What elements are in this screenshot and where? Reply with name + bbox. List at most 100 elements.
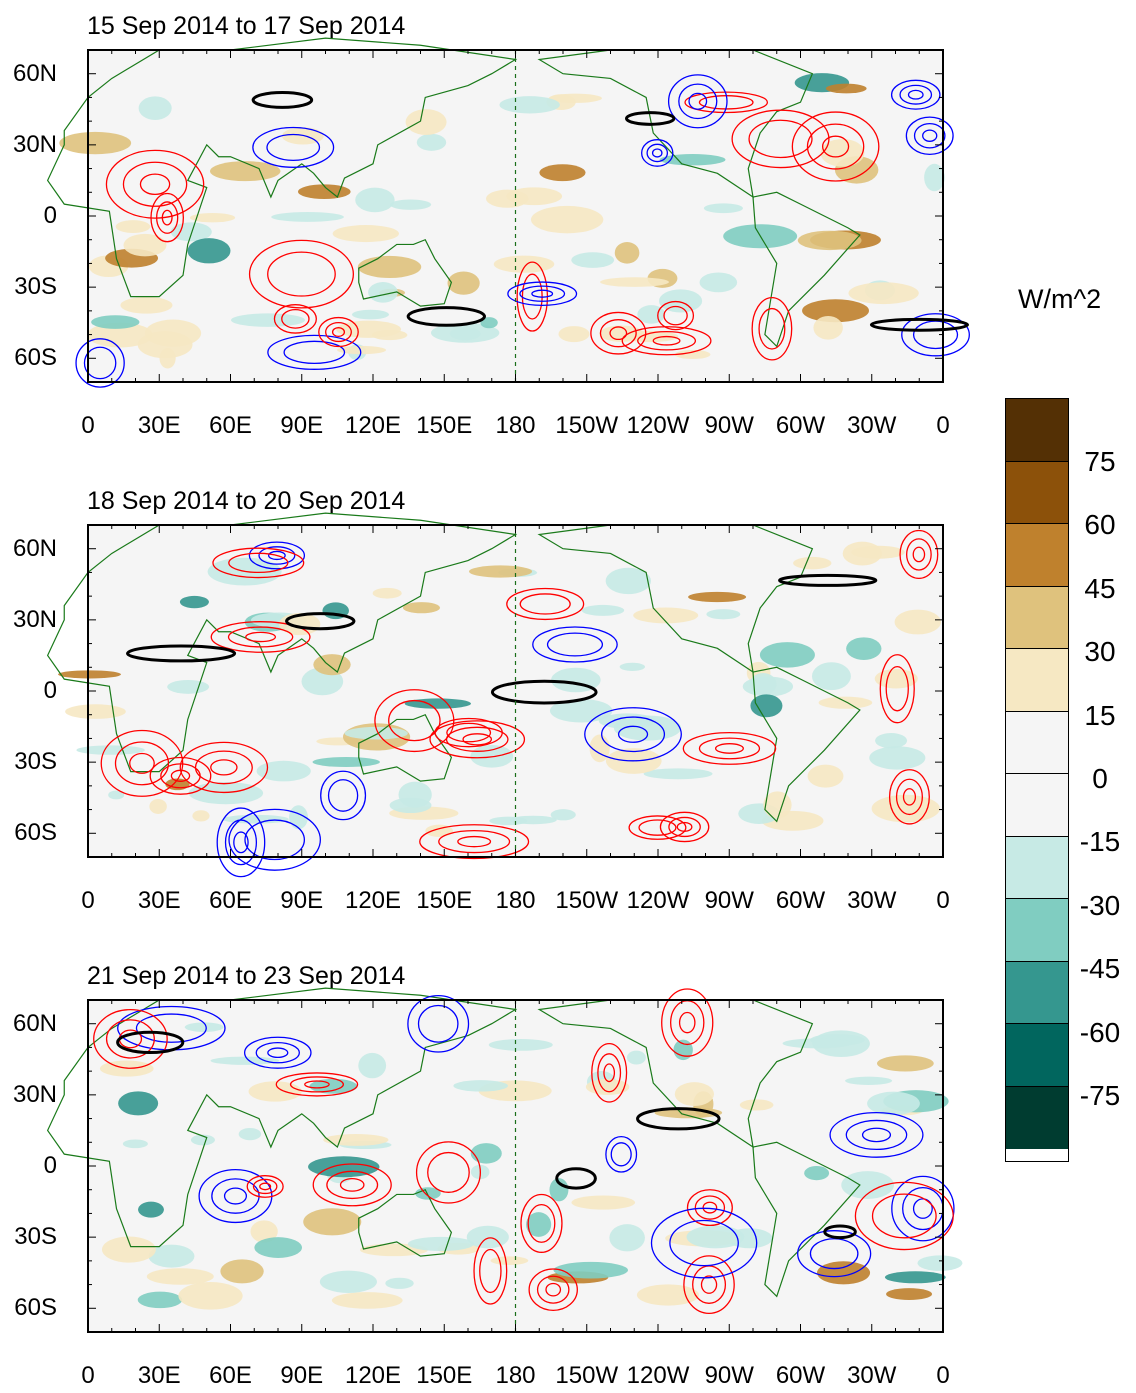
positive-contour [227,626,294,648]
significance-contour [116,1030,185,1055]
positive-anomaly-shade [674,349,711,360]
longitude-label: 90E [280,1362,324,1389]
negative-contour [417,1004,459,1043]
positive-anomaly-shade [871,794,940,823]
positive-contour [714,743,744,754]
colorbar-swatch [1006,961,1068,1024]
positive-anomaly-shade [688,591,747,603]
negative-anomaly-shade [453,1080,508,1092]
colorbar-label: 75 [1084,446,1116,477]
negative-anomaly-shade [91,315,140,329]
positive-anomaly-shade [816,1261,871,1285]
colorbar [1005,398,1069,1162]
positive-contour [895,778,923,816]
positive-anomaly-shade [115,220,151,234]
panel-title: 18 Sep 2014 to 20 Sep 2014 [87,487,406,515]
positive-contour [751,297,793,361]
positive-anomaly-shade [332,225,399,243]
negative-anomaly-shade [416,133,447,151]
negative-contour [320,770,367,821]
colorbar-swatch [1006,836,1068,899]
positive-contour [100,729,184,797]
longitude-label: 0 [81,887,95,914]
negative-anomaly-shade [355,187,395,213]
negative-anomaly-shade [619,662,646,671]
colorbar-label: -45 [1079,953,1121,985]
latitude-label: 60S [14,1294,57,1322]
positive-contour [676,821,693,832]
positive-anomaly-shade [372,587,402,599]
negative-anomaly-shade [759,642,815,668]
positive-contour [228,552,289,574]
negative-anomaly-shade [846,637,882,661]
negative-contour [610,1142,632,1167]
positive-contour [419,824,530,860]
negative-contour [890,79,941,110]
longitude-label: 120E [344,412,402,439]
colorbar-swatch [1006,774,1068,837]
positive-contour [678,1011,696,1034]
positive-anomaly-shade [818,696,873,709]
negative-anomaly-shade [210,1056,280,1065]
longitude-label: 150E [416,887,473,914]
negative-anomaly-shade [553,1261,629,1279]
negative-anomaly-shade [917,1255,963,1271]
significance-contour [869,317,969,332]
positive-contour [446,722,492,743]
positive-contour [821,135,850,158]
positive-anomaly-shade [825,83,867,94]
negative-anomaly-shade [581,604,625,616]
positive-anomaly-shade [402,602,441,614]
latitude-label: 30S [14,1223,57,1251]
positive-anomaly-shade [303,1208,362,1236]
negative-anomaly-shade [550,809,576,821]
significance-contour [823,1224,857,1240]
positive-contour [520,1193,563,1253]
positive-contour [326,1170,379,1200]
positive-contour [325,321,352,343]
significance-contour [126,644,237,663]
negative-anomaly-shade [673,1039,693,1061]
colorbar-swatch [1006,399,1068,462]
longitude-label: 60W [775,1362,826,1389]
positive-contour [210,759,238,776]
negative-anomaly-shade [706,609,741,620]
colorbar-label: 0 [1092,763,1108,794]
positive-contour [758,307,786,350]
negative-contour [228,808,322,871]
negative-anomaly-shade [309,1078,358,1094]
negative-anomaly-shade [782,1038,853,1049]
longitude-label: 180 [495,1362,536,1389]
negative-anomaly-shade [449,327,481,341]
negative-contour [244,819,306,861]
negative-contour [678,83,718,120]
positive-contour [628,815,687,840]
positive-anomaly-shade [210,161,281,182]
negative-anomaly-shade [703,203,743,214]
negative-anomaly-shade [804,1165,830,1181]
positive-contour [105,1019,155,1059]
negative-contour [407,994,470,1053]
significance-contour [778,573,878,587]
latitude-label: 30N [12,605,57,633]
positive-anomaly-shade [493,255,555,273]
positive-anomaly-shade [674,1082,715,1107]
negative-contour [905,116,954,156]
positive-contour [854,1181,954,1251]
longitude-label: 60W [775,887,826,914]
coastline [46,987,518,1248]
positive-contour [129,752,155,774]
longitude-label: 180 [495,887,536,914]
coastline [537,49,814,199]
positive-anomaly-shade [469,565,533,578]
positive-anomaly-shade [336,320,402,338]
negative-anomaly-shade [884,1271,946,1284]
coastline [358,713,453,782]
positive-contour [114,741,170,786]
positive-anomaly-shade [313,654,351,676]
positive-anomaly-shade [189,213,236,223]
negative-contour [519,285,566,302]
positive-contour [698,737,761,760]
negative-anomaly-shade [488,1039,553,1051]
negative-anomaly-shade [358,1052,387,1079]
